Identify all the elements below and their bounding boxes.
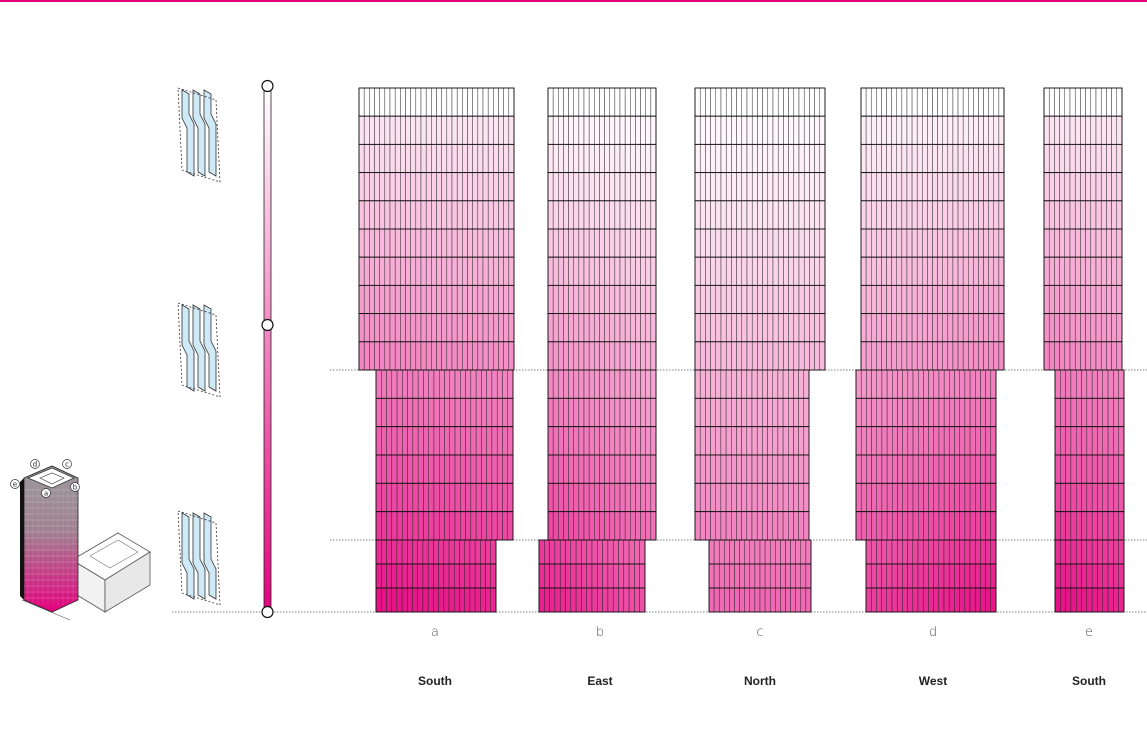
facade-letter-label: e [1085,625,1093,640]
folded-glass-panel-icon [177,302,221,398]
gradient-scale-icon [261,79,274,619]
facade-elevation-d [855,87,1005,613]
facade-letter-label: d [928,625,938,640]
facade-orientation-label: South [418,674,452,688]
top-rule [0,0,1147,2]
scale-marker [261,79,274,93]
axon-callout [70,482,80,492]
axon-callout-letter: b [73,484,78,492]
facade-elevation-c [694,87,826,613]
folded-glass-panel-icon [177,87,221,183]
facade-orientation-label: West [918,674,948,688]
axon-callout [62,459,72,469]
facade-orientation-label: North [744,674,776,688]
axon-callout-letter: d [33,461,37,469]
axon-callout-letter: c [65,461,69,469]
facade-elevation-e [1043,87,1125,613]
level-guides [172,369,1147,613]
facade-letter-label: b [595,625,605,640]
scale-marker [261,318,274,332]
axon-callout-letter: a [44,490,48,498]
axon-callout [30,459,40,469]
facade-elevation-b [538,87,657,613]
facade-letter-label: a [431,625,439,640]
facade-elevation-a [358,87,515,613]
facade-orientation-label: South [1072,674,1106,688]
tower-axonometric-icon: a b c d e [10,459,151,621]
facade-orientation-label: East [587,674,613,688]
folded-glass-panel-icon [177,510,221,606]
axon-callout-letter: e [13,481,17,489]
axon-callout [10,479,20,489]
axon-callout [41,488,51,498]
facade-letter-label: c [756,625,764,640]
scale-marker [261,605,274,619]
